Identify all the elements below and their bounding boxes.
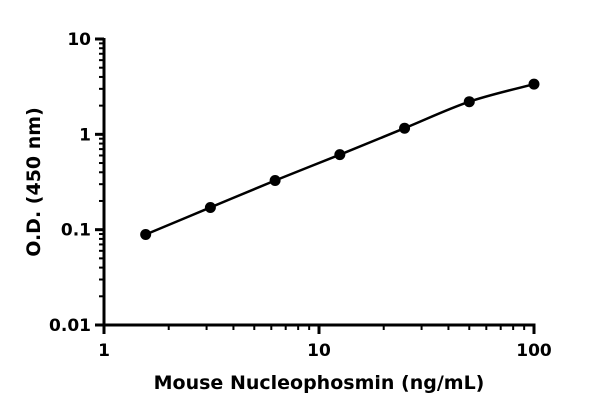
- tick-labels: 1 10 100 0.01 0.1 1 10: [49, 30, 552, 361]
- axes: [95, 37, 536, 334]
- x-tick-label: 10: [307, 341, 331, 361]
- data-point: [399, 122, 411, 134]
- y-tick-label: 0.1: [61, 221, 91, 241]
- data-point: [140, 228, 152, 240]
- x-axis-label: Mouse Nucleophosmin (ng/mL): [154, 372, 485, 394]
- data-point: [334, 149, 346, 161]
- data-point: [204, 201, 216, 213]
- x-tick-label: 1: [98, 341, 110, 361]
- data-points: [140, 78, 540, 240]
- y-tick-label: 1: [79, 125, 91, 145]
- data-point: [269, 174, 281, 186]
- data-point: [463, 96, 475, 108]
- y-tick-label: 10: [67, 30, 91, 50]
- x-tick-label: 100: [516, 341, 552, 361]
- y-axis-label: O.D. (450 nm): [23, 107, 45, 257]
- data-point: [528, 78, 540, 90]
- y-tick-label: 0.01: [49, 316, 91, 336]
